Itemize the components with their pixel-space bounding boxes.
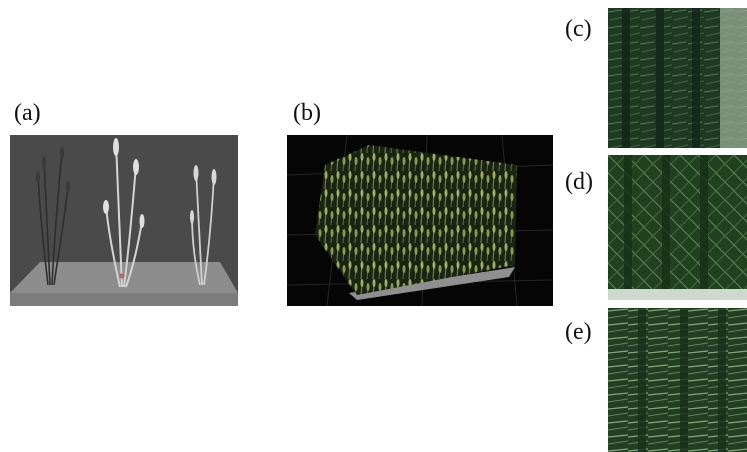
top-view-image-e <box>608 308 747 452</box>
panel-c-label: (c) <box>565 16 592 42</box>
panel-c-top-view <box>608 8 747 148</box>
top-view-image-c <box>608 8 747 148</box>
panel-e-top-view <box>608 308 747 452</box>
panel-b-label: (b) <box>293 100 321 126</box>
panel-d-label: (d) <box>565 169 593 195</box>
panel-a-plant-models-viewport <box>10 135 238 306</box>
canopy-render-image <box>287 135 553 306</box>
top-view-image-d <box>608 155 747 300</box>
panel-e-label: (e) <box>565 319 592 345</box>
panel-d-top-view <box>608 155 747 300</box>
plant-models-image <box>10 135 238 306</box>
panel-b-canopy-render <box>287 135 553 306</box>
panel-a-label: (a) <box>14 100 41 126</box>
